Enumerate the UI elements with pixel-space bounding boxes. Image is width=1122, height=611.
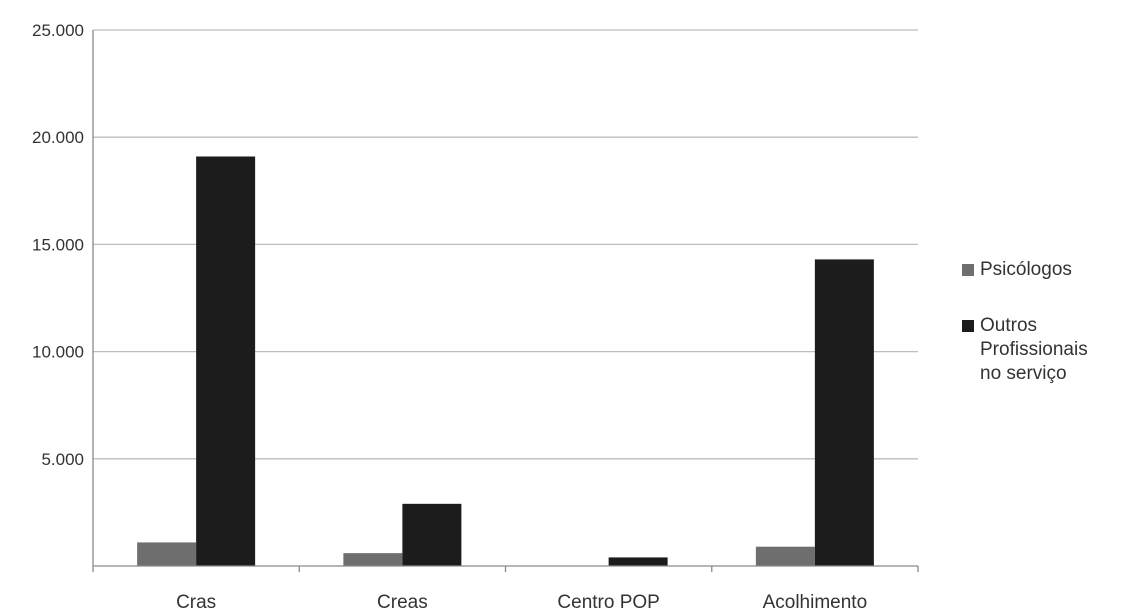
y-tick-label: 5.000 (41, 450, 84, 469)
legend-label-line: Profissionais (980, 339, 1088, 360)
axis-labels: 5.000 10.000 15.000 20.000 25.000 Cras Creas Ce… (32, 21, 867, 611)
legend-swatch-psicologos (962, 264, 974, 276)
legend-label-line: Psicólogos (980, 259, 1072, 280)
y-tick-label: 15.000 (32, 235, 84, 254)
x-tick-label: Creas (377, 592, 428, 611)
y-tick-label: 20.000 (32, 128, 84, 147)
y-tick-label: 25.000 (32, 21, 84, 40)
bar-psicologos-3 (755, 546, 815, 566)
axes (92, 30, 919, 572)
y-tick-label: 10.000 (32, 343, 84, 362)
bar-psicologos-0 (137, 542, 197, 566)
legend-item-psicologos: Psicólogos (962, 258, 1120, 282)
legend: Psicólogos Outros Profissionais no servi… (962, 258, 1120, 418)
bars (137, 156, 874, 566)
legend-label-outros: Outros Profissionais no serviço (980, 314, 1088, 386)
bar-outros-0 (196, 156, 256, 566)
legend-swatch-outros (962, 320, 974, 332)
legend-label-psicologos: Psicólogos (980, 258, 1072, 282)
legend-label-line: no serviço (980, 363, 1067, 384)
x-tick-label: Acolhimento (763, 592, 868, 611)
bar-outros-3 (814, 259, 874, 566)
bar-psicologos-1 (343, 553, 403, 566)
legend-item-outros: Outros Profissionais no serviço (962, 314, 1120, 386)
bar-outros-2 (608, 557, 668, 566)
legend-label-line: Outros (980, 315, 1038, 336)
x-tick-label: Cras (176, 592, 216, 611)
x-tick-label: Centro POP (557, 592, 659, 611)
bar-outros-1 (402, 503, 462, 566)
